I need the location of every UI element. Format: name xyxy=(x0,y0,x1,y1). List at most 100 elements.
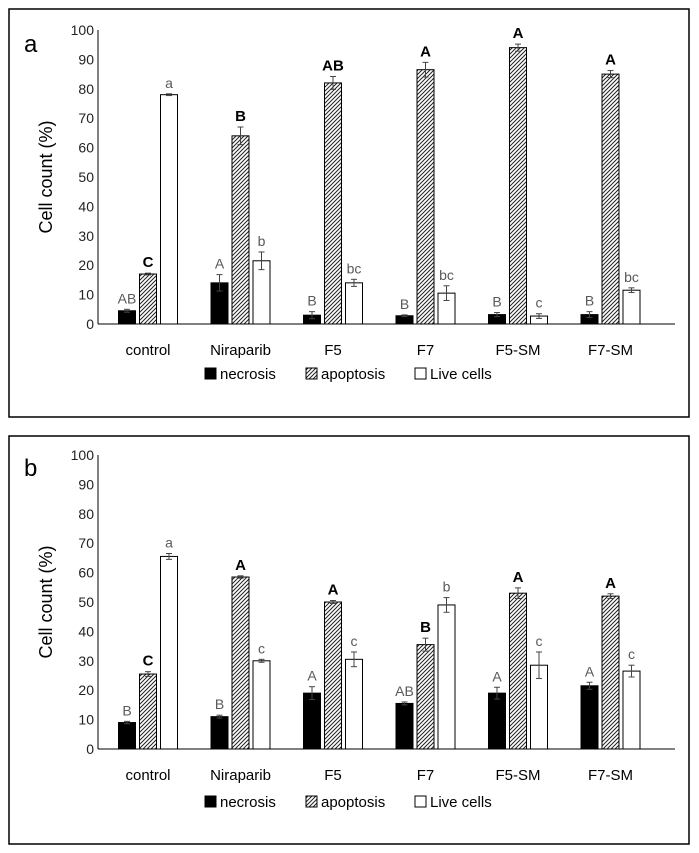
significance-letter: A xyxy=(235,557,246,574)
significance-letter: A xyxy=(605,52,616,69)
significance-letter: A xyxy=(492,668,502,684)
bar-live-cells xyxy=(345,282,363,325)
significance-letter: A xyxy=(513,569,524,586)
y-tick-label: 100 xyxy=(71,447,95,463)
bar-live-cells xyxy=(160,555,178,750)
category-label: F7 xyxy=(417,767,435,784)
significance-letter: bc xyxy=(347,260,362,276)
legend-swatch xyxy=(414,367,427,380)
bar-live-cells xyxy=(345,658,363,750)
significance-letter: c xyxy=(536,295,543,311)
legend-label: Live cells xyxy=(430,794,492,811)
category-label: F5-SM xyxy=(496,767,541,784)
bar-necrosis xyxy=(118,722,136,750)
legend-swatch xyxy=(305,367,318,380)
significance-letter: c xyxy=(628,646,635,662)
significance-letter: A xyxy=(585,663,595,679)
legend-label: necrosis xyxy=(220,366,276,383)
y-tick-label: 60 xyxy=(78,565,94,581)
bar-necrosis xyxy=(488,692,506,750)
significance-letter: C xyxy=(143,653,154,670)
significance-letter: B xyxy=(585,293,594,309)
significance-letter: B xyxy=(307,293,316,309)
category-label: control xyxy=(125,767,170,784)
category-label: F5 xyxy=(324,342,342,359)
significance-letter: c xyxy=(536,633,543,649)
y-tick-label: 70 xyxy=(78,535,94,551)
legend-swatch xyxy=(204,795,217,808)
bar-necrosis xyxy=(580,685,599,750)
significance-letter: B xyxy=(215,696,224,712)
bar-necrosis xyxy=(210,716,229,750)
significance-letter: bc xyxy=(624,269,639,285)
bar-apoptosis xyxy=(416,644,435,750)
legend-label: necrosis xyxy=(220,794,276,811)
panel-border xyxy=(8,435,690,845)
y-tick-label: 50 xyxy=(78,169,94,185)
y-tick-label: 80 xyxy=(78,506,94,522)
y-tick-label: 10 xyxy=(78,287,94,303)
y-axis-label: Cell count (%) xyxy=(36,545,56,658)
significance-letter: A xyxy=(605,575,616,592)
category-label: F7 xyxy=(417,342,435,359)
bar-live-cells xyxy=(437,604,456,750)
y-tick-label: 50 xyxy=(78,594,94,610)
y-tick-label: 60 xyxy=(78,140,94,156)
legend-label: apoptosis xyxy=(321,794,385,811)
legend-swatch xyxy=(414,795,427,808)
y-tick-label: 40 xyxy=(78,198,94,214)
y-tick-label: 30 xyxy=(78,228,94,244)
significance-letter: B xyxy=(492,294,501,310)
bar-live-cells xyxy=(252,260,271,325)
bar-apoptosis xyxy=(601,73,620,325)
significance-letter: b xyxy=(443,579,451,595)
significance-letter: C xyxy=(143,254,154,271)
significance-letter: B xyxy=(420,619,431,636)
significance-letter: A xyxy=(420,43,431,60)
chart-panel-b: b 0 10 20 30 40 50 60 70 80 90 100 Cell count (%) con… xyxy=(8,435,690,845)
bar-apoptosis xyxy=(231,576,250,750)
panel-border xyxy=(8,8,690,418)
significance-letter: b xyxy=(258,233,266,249)
category-label: Niraparib xyxy=(210,767,271,784)
significance-letter: A xyxy=(328,582,339,599)
category-label: F7-SM xyxy=(588,342,633,359)
chart-panel-a: a 0 10 20 30 40 50 60 70 80 90 100 Cell count (%) con… xyxy=(8,8,690,418)
bar-necrosis xyxy=(395,702,414,750)
y-tick-label: 40 xyxy=(78,623,94,639)
significance-letter: A xyxy=(307,668,317,684)
significance-letter: bc xyxy=(439,267,454,283)
legend-label: Live cells xyxy=(430,366,492,383)
significance-letter: A xyxy=(215,256,225,272)
significance-letter: B xyxy=(122,702,131,718)
significance-letter: A xyxy=(513,25,524,42)
significance-letter: a xyxy=(165,534,173,550)
bar-necrosis xyxy=(303,692,321,750)
panel-label: a xyxy=(24,31,38,58)
bar-necrosis xyxy=(118,310,136,325)
y-tick-label: 0 xyxy=(86,316,94,332)
y-tick-label: 30 xyxy=(78,653,94,669)
significance-letter: AB xyxy=(322,57,344,74)
y-tick-label: 90 xyxy=(78,51,94,67)
y-axis-label: Cell count (%) xyxy=(36,120,56,233)
bar-live-cells xyxy=(252,660,271,750)
bar-live-cells xyxy=(160,94,178,325)
y-tick-label: 80 xyxy=(78,81,94,97)
significance-letter: AB xyxy=(395,683,414,699)
category-label: F5 xyxy=(324,767,342,784)
significance-letter: B xyxy=(235,108,246,125)
bar-apoptosis xyxy=(324,601,342,750)
bar-live-cells xyxy=(622,289,641,325)
y-tick-label: 70 xyxy=(78,110,94,126)
bar-live-cells xyxy=(622,670,641,750)
bar-apoptosis xyxy=(139,273,157,325)
significance-letter: c xyxy=(351,633,358,649)
bar-apoptosis xyxy=(231,135,250,325)
y-tick-label: 10 xyxy=(78,712,94,728)
category-label: F7-SM xyxy=(588,767,633,784)
significance-letter: a xyxy=(165,75,173,91)
category-label: F5-SM xyxy=(496,342,541,359)
y-tick-label: 100 xyxy=(71,22,95,38)
